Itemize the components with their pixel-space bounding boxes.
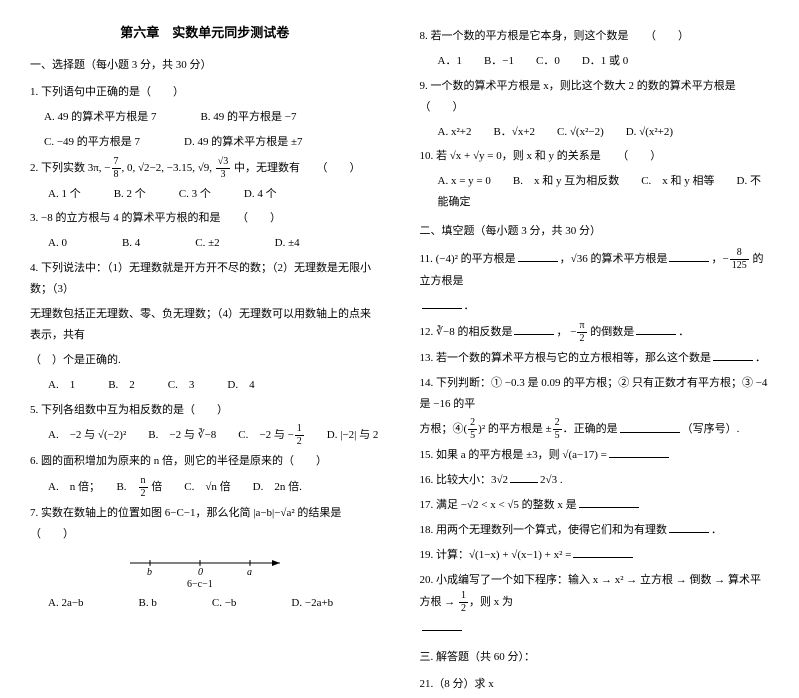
q1-row2: C. −49 的平方根是 7 D. 49 的算术平方根是 ±7 bbox=[44, 132, 380, 153]
q17: 17. 满足 −√2 < x < √5 的整数 x 是 bbox=[420, 495, 770, 516]
q11: 11. (−4)² 的平方根是，√36 的算术平方根是，−8125 的立方根是 bbox=[420, 248, 770, 292]
q4-l3: （ ）个是正确的. bbox=[30, 350, 380, 371]
q1-stem: 1. 下列语句中正确的是（ ） bbox=[30, 82, 380, 103]
q12: 12. ∛−8 的相反数是， −π2 的倒数是． bbox=[420, 321, 770, 344]
q11-blank: ． bbox=[420, 296, 770, 317]
q6-opts: A. n 倍； B. n2 倍 C. √n 倍 D. 2n 倍. bbox=[30, 476, 380, 499]
section-1-heading: 一、选择题（每小题 3 分，共 30 分） bbox=[30, 55, 380, 76]
q3-opts: A. 0 B. 4 C. ±2 D. ±4 bbox=[30, 233, 380, 254]
q16: 16. 比较大小：3√22√3 . bbox=[420, 470, 770, 491]
q9-stem: 9. 一个数的算术平方根是 x，则比这个数大 2 的数的算术平方根是（ ） bbox=[420, 76, 770, 118]
q8-opts: A．1 B．−1 C．0 D．1 或 0 bbox=[420, 51, 770, 72]
page-title: 第六章 实数单元同步测试卷 bbox=[30, 22, 380, 41]
q14-l1: 14. 下列判断：① −0.3 是 0.09 的平方根；② 只有正数才有平方根；… bbox=[420, 373, 770, 415]
svg-text:b: b bbox=[147, 567, 152, 578]
q5-opts: A. −2 与 √(−2)² B. −2 与 ∛−8 C. −2 与 −12 D… bbox=[30, 424, 380, 447]
svg-text:0: 0 bbox=[198, 567, 203, 578]
q19: 19. 计算：√(1−x) + √(x−1) + x² = bbox=[420, 545, 770, 566]
q15: 15. 如果 a 的平方根是 ±3，则 √(a−17) = bbox=[420, 445, 770, 466]
q13: 13. 若一个数的算术平方根与它的立方根相等，那么这个数是． bbox=[420, 348, 770, 369]
svg-text:a: a bbox=[247, 567, 252, 578]
section-3-heading: 三. 解答题（共 60 分）： bbox=[420, 647, 770, 668]
section-2-heading: 二、填空题（每小题 3 分，共 30 分） bbox=[420, 221, 770, 242]
svg-text:6−c−1: 6−c−1 bbox=[187, 579, 213, 589]
q3-stem: 3. −8 的立方根与 4 的算术平方根的和是 （ ） bbox=[30, 208, 380, 229]
q20-blank bbox=[420, 618, 770, 639]
q2-stem: 2. 下列实数 3π, −78, 0, √2−2, −3.15, √9, √33… bbox=[30, 157, 380, 180]
q6-stem: 6. 圆的面积增加为原来的 n 倍，则它的半径是原来的（ ） bbox=[30, 451, 380, 472]
q10-opts: A. x = y = 0 B. x 和 y 互为相反数 C. x 和 y 相等 … bbox=[420, 171, 770, 213]
q14-l2: 方根；④(25)² 的平方根是 ±25．正确的是（写序号）. bbox=[420, 418, 770, 441]
q10-stem: 10. 若 √x + √y = 0，则 x 和 y 的关系是 （ ） bbox=[420, 146, 770, 167]
q4-l1: 4. 下列说法中：（1）无理数就是开方开不尽的数；（2）无理数是无限小数；（3） bbox=[30, 258, 380, 300]
q9-opts: A. x²+2 B．√x+2 C. √(x²−2) D. √(x²+2) bbox=[420, 122, 770, 143]
q4-opts: A. 1 B. 2 C. 3 D. 4 bbox=[30, 375, 380, 396]
q2-opts: A. 1 个 B. 2 个 C. 3 个 D. 4 个 bbox=[30, 184, 380, 205]
q1-row1: A. 49 的算术平方根是 7 B. 49 的平方根是 −7 bbox=[44, 107, 380, 128]
q5-stem: 5. 下列各组数中互为相反数的是（ ） bbox=[30, 400, 380, 421]
q7-opts: A. 2a−b B. b C. −b D. −2a+b bbox=[30, 593, 380, 614]
q18: 18. 用两个无理数列一个算式，使得它们和为有理数． bbox=[420, 520, 770, 541]
q8-stem: 8. 若一个数的平方根是它本身，则这个数是 （ ） bbox=[420, 26, 770, 47]
q4-l2: 无理数包括正无理数、零、负无理数；（4）无理数可以用数轴上的点来表示，共有 bbox=[30, 304, 380, 346]
q21: 21.（8 分）求 x bbox=[420, 674, 770, 695]
q20: 20. 小成编写了一个如下程序：输入 x → x² → 立方根 → 倒数 → 算… bbox=[420, 570, 770, 614]
q7-stem: 7. 实数在数轴上的位置如图 6−C−1，那么化简 |a−b|−√a² 的结果是… bbox=[30, 503, 380, 545]
number-line-diagram: b 0 a 6−c−1 bbox=[120, 549, 290, 589]
